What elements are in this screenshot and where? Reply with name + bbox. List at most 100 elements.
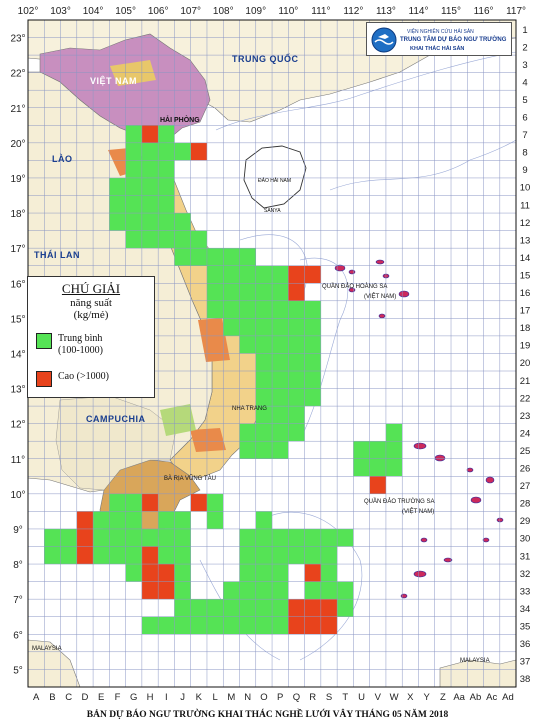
legend-subtitle-2: (kg/mẻ) — [73, 309, 109, 321]
tick-labels: 102° 103° 104° 105° 106° 107° 108° 109° 110° 111°… — [10, 6, 530, 703]
cell-medium-yield — [288, 300, 305, 319]
row-number-label: 33 — [520, 586, 531, 597]
row-number-label: 5 — [522, 95, 527, 106]
cell-medium-yield — [255, 616, 273, 635]
cell-medium-yield — [158, 177, 175, 196]
cell-medium-yield — [255, 423, 273, 442]
cell-medium-yield — [223, 248, 240, 266]
legend-text-medium: Trung bình (100-1000) — [58, 333, 103, 357]
row-number-label: 27 — [520, 481, 531, 492]
cell-medium-yield — [255, 353, 273, 371]
column-letter-label: Ad — [502, 692, 514, 703]
cell-medium-yield — [272, 528, 289, 547]
cell-medium-yield — [60, 546, 77, 565]
cell-medium-yield — [223, 300, 240, 319]
cell-medium-yield — [125, 125, 142, 143]
legend-text-high: Cao (>1000) — [58, 371, 109, 383]
cell-medium-yield — [158, 511, 175, 529]
cell-medium-yield — [272, 406, 289, 424]
legend-item-high: Cao (>1000) — [36, 371, 109, 387]
cell-medium-yield — [304, 300, 321, 319]
label-vietnam: VIỆT NAM — [90, 75, 137, 86]
cell-high-yield — [369, 476, 386, 494]
longitude-tick-label: 103° — [50, 6, 71, 17]
cell-medium-yield — [223, 599, 240, 617]
cell-high-yield — [76, 528, 94, 547]
cell-medium-yield — [141, 142, 159, 161]
cell-medium-yield — [272, 300, 289, 319]
cell-medium-yield — [272, 353, 289, 371]
cell-medium-yield — [239, 616, 256, 635]
cell-medium-yield — [239, 441, 256, 459]
cell-high-yield — [141, 493, 159, 512]
cell-medium-yield — [272, 265, 289, 284]
cell-medium-yield — [174, 564, 191, 582]
cell-medium-yield — [141, 528, 159, 547]
cell-medium-yield — [190, 248, 207, 266]
column-letter-label: R — [309, 692, 316, 703]
cell-high-yield — [190, 493, 207, 512]
legend-swatch-high — [36, 371, 52, 387]
cell-medium-yield — [255, 546, 273, 565]
longitude-tick-label: 116° — [474, 6, 494, 17]
cell-medium-yield — [158, 546, 175, 565]
cell-medium-yield — [223, 265, 240, 284]
cell-medium-yield — [223, 283, 240, 301]
cell-medium-yield — [272, 581, 289, 600]
row-number-label: 30 — [520, 534, 531, 545]
column-letter-label: B — [49, 692, 55, 703]
row-number-label: 12 — [520, 218, 531, 229]
cell-medium-yield — [60, 528, 77, 547]
column-letter-label: Ab — [470, 692, 482, 703]
row-number-label: 23 — [520, 411, 531, 422]
cell-medium-yield — [174, 581, 191, 600]
column-letter-label: T — [342, 692, 348, 703]
cell-medium-yield — [272, 423, 289, 442]
label-vung-tau: BÀ RỊA VŨNG TÀU — [164, 475, 216, 482]
cell-medium-yield — [353, 458, 370, 477]
cell-medium-yield — [239, 318, 256, 336]
cell-high-yield — [304, 564, 321, 582]
cell-medium-yield — [141, 195, 159, 214]
place-labels: TRUNG QUỐC VIỆT NAM LÀO THÁI LAN CAMPUCH… — [32, 53, 490, 664]
org-line-1: VIỆN NGHIÊN CỨU HẢI SẢN — [407, 29, 474, 35]
latitude-tick-label: 6° — [13, 630, 23, 641]
cell-medium-yield — [272, 546, 289, 565]
column-letter-label: Y — [423, 692, 430, 703]
column-letter-label: I — [165, 692, 168, 703]
cell-medium-yield — [337, 528, 354, 547]
longitude-tick-label: 112° — [343, 6, 363, 17]
label-hoang-sa-vn: (VIỆT NAM) — [364, 292, 396, 300]
cell-medium-yield — [141, 177, 159, 196]
row-number-label: 14 — [520, 253, 531, 264]
cell-medium-yield — [272, 371, 289, 389]
cell-medium-yield — [141, 160, 159, 178]
cell-medium-yield — [272, 599, 289, 617]
cell-medium-yield — [125, 493, 142, 512]
column-letter-label: N — [244, 692, 251, 703]
cell-medium-yield — [304, 581, 321, 600]
org-line-2: TRUNG TÂM DỰ BÁO NGƯ TRƯỜNG — [400, 37, 507, 43]
cell-medium-yield — [272, 564, 289, 582]
cell-medium-yield — [223, 581, 240, 600]
cell-high-yield — [304, 616, 321, 635]
row-number-label: 19 — [520, 341, 531, 352]
column-letter-label: C — [65, 692, 72, 703]
row-number-label: 17 — [520, 306, 531, 317]
cell-medium-yield — [206, 616, 224, 635]
fishing-cells-layer — [44, 125, 403, 635]
cell-medium-yield — [141, 230, 159, 249]
cell-medium-yield — [255, 528, 273, 547]
label-china: TRUNG QUỐC — [232, 53, 299, 64]
cell-medium-yield — [158, 616, 175, 635]
cell-medium-yield — [44, 528, 61, 547]
reef-clusters — [334, 259, 504, 599]
cell-high-yield — [158, 564, 175, 582]
cell-medium-yield — [174, 213, 191, 231]
longitude-tick-label: 102° — [18, 6, 39, 17]
cell-medium-yield — [239, 265, 256, 284]
column-letter-label: A — [33, 692, 40, 703]
cell-medium-yield — [255, 581, 273, 600]
column-letter-label: M — [227, 692, 235, 703]
cell-medium-yield — [320, 528, 338, 547]
